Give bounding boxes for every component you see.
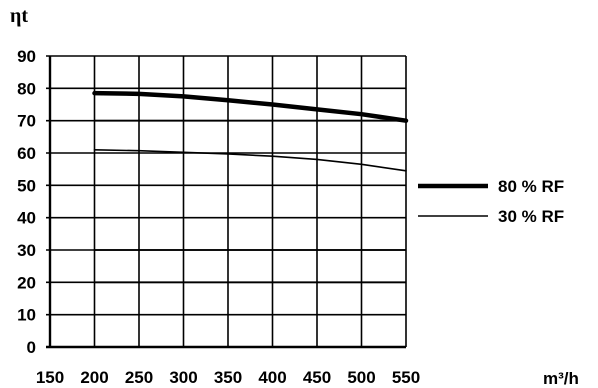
flat-lines (94, 119, 406, 284)
series-lines (92, 90, 409, 172)
y-tick-label: 70 (17, 112, 36, 131)
y-tick-label: 80 (17, 79, 36, 98)
x-tick-label: 500 (347, 368, 375, 387)
legend: 80 % RF 30 % RF (418, 177, 564, 226)
x-tick-label: 400 (258, 368, 286, 387)
x-tick-label: 300 (169, 368, 197, 387)
legend-label: 30 % RF (498, 207, 564, 226)
y-tick-label: 10 (17, 306, 36, 325)
y-tick-label: 40 (17, 209, 36, 228)
x-tick-label: 550 (392, 368, 420, 387)
x-axis-unit-label: m³/h (543, 369, 579, 388)
x-tick-labels: 150 200 250 300 350 400 450 500 550 (36, 368, 420, 387)
x-tick-label: 250 (125, 368, 153, 387)
x-tick-label: 200 (80, 368, 108, 387)
series-line-80-rf (92, 90, 409, 123)
x-tick-label: 150 (36, 368, 64, 387)
y-tick-label: 20 (17, 273, 36, 292)
x-tick-label: 450 (303, 368, 331, 387)
y-tick-label: 50 (17, 176, 36, 195)
y-tick-label: 0 (27, 338, 36, 357)
legend-label: 80 % RF (498, 177, 564, 196)
y-tick-label: 90 (17, 47, 36, 66)
y-tick-labels: 0 10 20 30 40 50 60 70 80 90 (17, 47, 36, 357)
axes (46, 56, 406, 349)
series-line-30-rf (93, 148, 407, 172)
y-tick-label: 60 (17, 144, 36, 163)
x-tick-label: 350 (214, 368, 242, 387)
y-axis-label: ηt (10, 5, 28, 27)
y-tick-label: 30 (17, 241, 36, 260)
